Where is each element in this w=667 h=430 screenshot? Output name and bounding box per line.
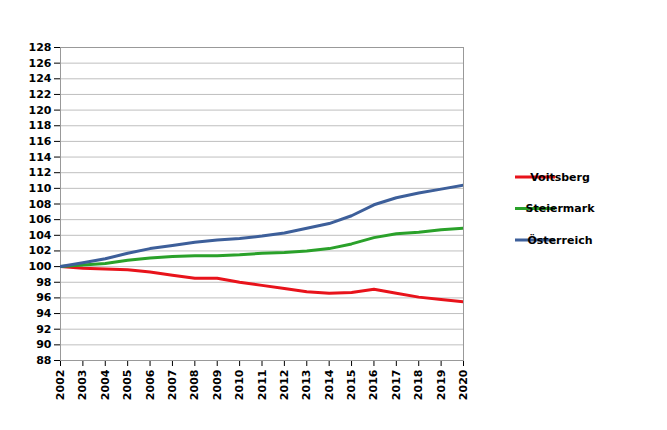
svg-text:2009: 2009	[211, 370, 224, 401]
svg-text:Voitsberg: Voitsberg	[530, 171, 590, 184]
svg-text:2010: 2010	[233, 369, 246, 400]
svg-text:2013: 2013	[300, 370, 313, 401]
svg-text:2020: 2020	[457, 369, 470, 400]
svg-text:2018: 2018	[412, 370, 425, 401]
svg-text:126: 126	[29, 57, 52, 70]
svg-text:2005: 2005	[121, 370, 134, 401]
svg-text:Österreich: Österreich	[527, 233, 592, 247]
svg-text:2008: 2008	[188, 370, 201, 401]
svg-text:128: 128	[29, 41, 52, 54]
svg-text:108: 108	[29, 198, 52, 211]
svg-text:2011: 2011	[256, 370, 269, 401]
svg-text:104: 104	[29, 229, 52, 242]
svg-text:2016: 2016	[367, 369, 380, 400]
svg-text:90: 90	[36, 338, 52, 351]
svg-text:110: 110	[29, 182, 52, 195]
svg-text:122: 122	[29, 88, 52, 101]
svg-text:2007: 2007	[166, 370, 179, 401]
svg-text:94: 94	[36, 307, 52, 320]
svg-text:118: 118	[29, 119, 52, 132]
svg-text:2003: 2003	[76, 370, 89, 401]
svg-text:2012: 2012	[278, 370, 291, 401]
svg-text:98: 98	[36, 276, 51, 289]
svg-text:Steiermark: Steiermark	[526, 202, 596, 215]
svg-text:2002: 2002	[54, 370, 67, 401]
svg-text:116: 116	[29, 135, 52, 148]
svg-text:120: 120	[29, 104, 52, 117]
svg-text:2019: 2019	[435, 370, 448, 401]
svg-text:102: 102	[29, 244, 52, 257]
svg-text:88: 88	[36, 354, 51, 367]
svg-text:106: 106	[29, 213, 52, 226]
svg-text:112: 112	[29, 166, 52, 179]
svg-text:2004: 2004	[99, 369, 112, 400]
svg-text:92: 92	[36, 323, 51, 336]
svg-text:96: 96	[36, 291, 52, 304]
svg-text:114: 114	[29, 151, 52, 164]
svg-text:2014: 2014	[323, 369, 336, 400]
svg-text:2006: 2006	[144, 369, 157, 400]
svg-text:124: 124	[29, 72, 52, 85]
svg-text:100: 100	[29, 260, 52, 273]
svg-text:2017: 2017	[390, 370, 403, 401]
svg-text:2015: 2015	[345, 370, 358, 401]
